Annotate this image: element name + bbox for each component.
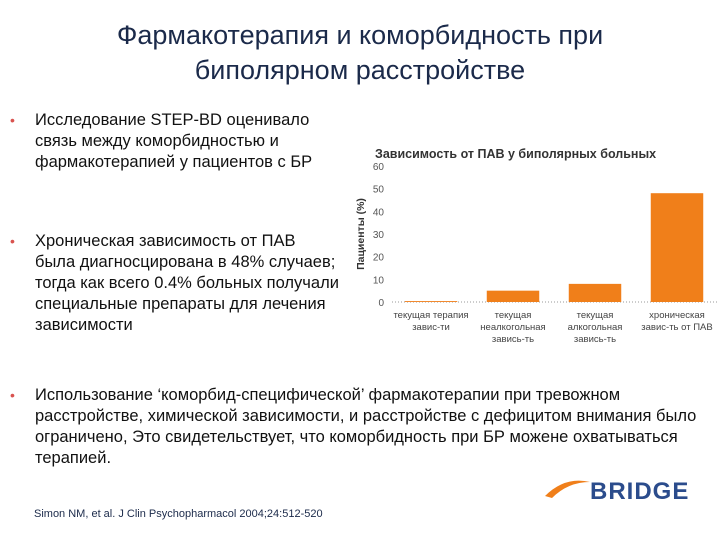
bullet: Хроническая зависимость от ПАВ была диаг… [35,232,339,334]
x-tick-label: текущая алкогольная завись-ть [567,310,623,345]
slide-title: Фармакотерапия и коморбидность при бипол… [116,20,604,85]
y-tick-label: 0 [378,298,384,309]
logo-swoosh [545,480,590,498]
bar [568,283,622,302]
bar [486,290,540,302]
bullet-marker: • [10,233,15,249]
bullet-marker: • [10,387,15,403]
y-tick-label: 40 [373,207,385,218]
citation: Simon NM, et al. J Clin Psychopharmacol … [34,508,323,520]
bullet: Использование ‘коморбид-специфической’ ф… [35,386,697,467]
y-tick-label: 10 [373,275,385,286]
y-tick-label: 50 [373,185,385,196]
bullet-marker: • [10,112,15,128]
x-tick-label: текущая неалкогольная завись-ть [480,310,546,345]
bar [650,193,704,302]
bullet: Исследование STEP-BD оценивало связь меж… [35,111,313,171]
y-tick-label: 30 [373,230,385,241]
y-tick-label: 60 [373,162,385,173]
x-tick-label: хроническая завис-ть от ПАВ [641,310,713,333]
x-tick-label: текущая терапия завис-ти [393,310,469,333]
chart-title: Зависимость от ПАВ у биполярных больных [375,147,656,161]
y-tick-label: 20 [373,253,385,264]
y-axis-label: Пациенты (%) [355,198,367,270]
logo: BRIDGE [590,478,690,505]
bar [404,301,458,302]
